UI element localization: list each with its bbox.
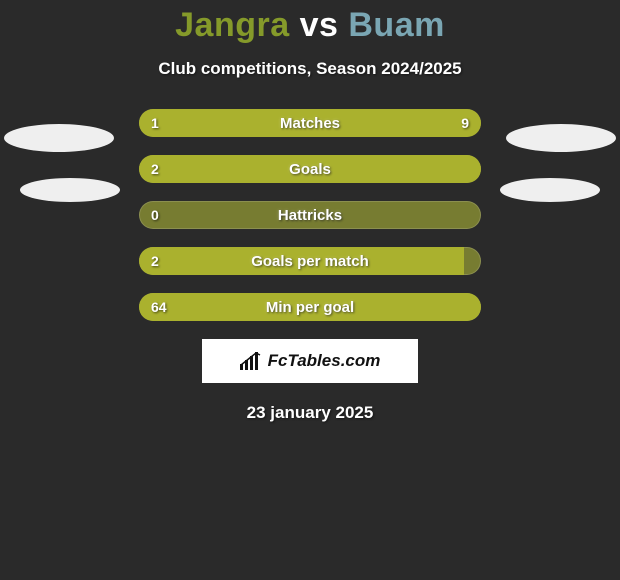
date-label: 23 january 2025 bbox=[0, 403, 620, 423]
stat-bar: Goals per match2 bbox=[139, 247, 481, 275]
bar-label: Goals per match bbox=[139, 247, 481, 275]
chart-icon bbox=[240, 352, 262, 370]
player-right-badge-bottom bbox=[500, 178, 600, 202]
stat-bar: Goals2 bbox=[139, 155, 481, 183]
player-right-name: Buam bbox=[348, 6, 444, 44]
subtitle: Club competitions, Season 2024/2025 bbox=[0, 59, 620, 79]
stat-bar: Hattricks0 bbox=[139, 201, 481, 229]
watermark-text: FcTables.com bbox=[268, 351, 381, 371]
title-vs: vs bbox=[300, 6, 339, 44]
stat-bars: Matches19Goals2Hattricks0Goals per match… bbox=[139, 109, 481, 321]
bar-value-right: 9 bbox=[449, 109, 481, 137]
player-left-name: Jangra bbox=[175, 6, 290, 44]
player-left-badge-bottom bbox=[20, 178, 120, 202]
stat-bar: Min per goal64 bbox=[139, 293, 481, 321]
page-title: Jangra vs Buam bbox=[0, 0, 620, 45]
bar-value-left: 1 bbox=[139, 109, 171, 137]
player-left-badge-top bbox=[4, 124, 114, 152]
bar-value-left: 2 bbox=[139, 155, 171, 183]
bar-value-left: 0 bbox=[139, 201, 171, 229]
watermark: FcTables.com bbox=[202, 339, 418, 383]
bar-label: Matches bbox=[139, 109, 481, 137]
player-right-badge-top bbox=[506, 124, 616, 152]
bar-label: Min per goal bbox=[139, 293, 481, 321]
bar-value-left: 64 bbox=[139, 293, 179, 321]
bar-value-left: 2 bbox=[139, 247, 171, 275]
bar-label: Goals bbox=[139, 155, 481, 183]
stat-bar: Matches1 9 bbox=[139, 109, 481, 137]
comparison-card: Jangra vs Buam Club competitions, Season… bbox=[0, 0, 620, 580]
bar-label: Hattricks bbox=[139, 201, 481, 229]
